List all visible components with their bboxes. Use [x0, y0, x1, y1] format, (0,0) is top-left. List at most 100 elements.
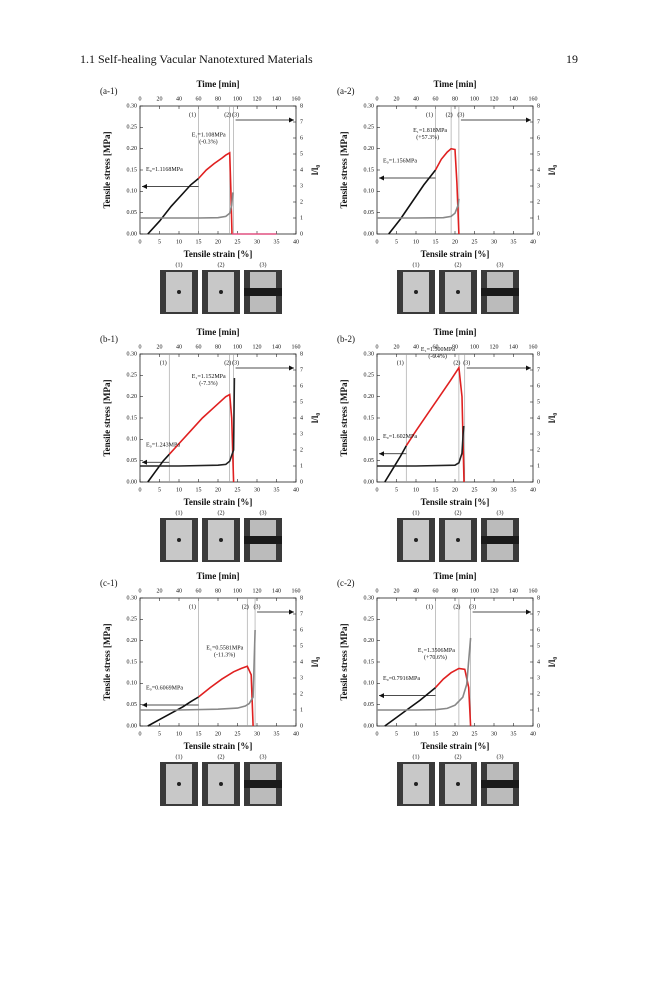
photo-break [244, 780, 282, 788]
x-tick-label: 25 [472, 239, 478, 245]
stage-label: (2) [224, 111, 231, 118]
x2-tick-label: 40 [413, 96, 419, 102]
chart: (a-1) Time [min] Tensile strain [%] Tensile… [100, 79, 320, 314]
x-tick-label: 35 [274, 239, 280, 245]
stage-label: (2) [453, 603, 460, 610]
y-tick-label: 0.30 [127, 595, 138, 601]
section-title: 1.1 Self-healing Vacular Nanotextured Ma… [80, 52, 313, 66]
data-line [434, 667, 472, 727]
x-tick-label: 30 [491, 487, 497, 493]
x2-tick-label: 20 [394, 588, 400, 594]
y2-tick-label: 5 [537, 399, 540, 405]
y2-tick-label: 3 [300, 183, 303, 189]
y-tick-label: 0.05 [127, 458, 138, 464]
y-tick-label: 0.05 [127, 702, 138, 708]
x2-tick-label: 40 [176, 588, 182, 594]
x2-tick-label: 160 [529, 588, 538, 594]
photo-label: (1) [413, 753, 420, 760]
photo-label: (1) [176, 509, 183, 516]
stage-label: (2) [453, 359, 460, 366]
x2-tick-label: 160 [529, 344, 538, 350]
x2-tick-label: 140 [509, 588, 518, 594]
e1-change: (-11.3%) [214, 652, 235, 659]
photo-break [481, 536, 519, 544]
panel-label: (c-2) [337, 578, 355, 588]
x2-tick-label: 100 [233, 96, 242, 102]
y2-axis-label: l/l₀ [547, 657, 557, 668]
arrow-head [526, 365, 531, 371]
y2-tick-label: 4 [537, 167, 540, 173]
x2-tick-label: 100 [470, 96, 479, 102]
x-tick-label: 30 [491, 731, 497, 737]
y2-tick-label: 2 [537, 691, 540, 697]
y2-tick-label: 5 [300, 151, 303, 157]
stage-label: (3) [463, 359, 470, 366]
x-tick-label: 20 [452, 487, 458, 493]
y-tick-label: 0.20 [127, 146, 138, 152]
x2-tick-label: 120 [253, 588, 262, 594]
panel-label: (b-1) [100, 334, 118, 344]
photo-notch [414, 538, 418, 542]
x-tick-label: 15 [433, 239, 439, 245]
x-tick-label: 30 [254, 731, 260, 737]
x2-tick-label: 40 [176, 344, 182, 350]
data-line [377, 425, 465, 467]
y-tick-label: 0.00 [127, 479, 138, 485]
x-tick-label: 35 [511, 731, 517, 737]
e0-annotation: E₀=0.7916MPa [383, 676, 420, 682]
x-tick-label: 15 [433, 487, 439, 493]
data-line [140, 192, 234, 219]
plot-frame [376, 597, 534, 727]
stage-label: (1) [397, 359, 404, 366]
data-line [147, 453, 170, 483]
x2-axis-label: Time [min] [433, 79, 476, 89]
y-axis-label: Tensile stress [MPa] [339, 380, 349, 457]
x2-tick-label: 40 [413, 344, 419, 350]
x2-tick-label: 0 [139, 344, 142, 350]
y2-tick-label: 2 [300, 447, 303, 453]
stage-label: (1) [189, 603, 196, 610]
stage-label: (1) [426, 603, 433, 610]
y-tick-label: 0.25 [127, 125, 138, 131]
y2-tick-label: 0 [537, 723, 540, 729]
x-tick-label: 10 [413, 731, 419, 737]
photo-label: (2) [455, 509, 462, 516]
y2-tick-label: 3 [300, 675, 303, 681]
data-line [384, 445, 408, 483]
x2-tick-label: 0 [376, 96, 379, 102]
x2-tick-label: 60 [433, 96, 439, 102]
y2-tick-label: 4 [300, 415, 303, 421]
y2-tick-label: 4 [300, 167, 303, 173]
x-tick-label: 15 [196, 487, 202, 493]
photo-notch [219, 538, 223, 542]
x-axis-label: Tensile strain [%] [184, 741, 253, 751]
x-tick-label: 40 [293, 731, 299, 737]
y-tick-label: 0.00 [364, 479, 375, 485]
x-tick-label: 35 [274, 731, 280, 737]
y-tick-label: 0.25 [364, 125, 375, 131]
photo-notch [219, 782, 223, 786]
x-tick-label: 15 [433, 731, 439, 737]
y2-tick-label: 1 [300, 707, 303, 713]
x2-tick-label: 140 [272, 344, 281, 350]
x2-tick-label: 0 [139, 588, 142, 594]
y-axis-label: Tensile stress [MPa] [102, 132, 112, 209]
x2-tick-label: 80 [452, 588, 458, 594]
x-axis-label: Tensile strain [%] [421, 497, 490, 507]
e1-change: (+57.3%) [416, 134, 439, 141]
arrow-head [379, 175, 384, 181]
x-tick-label: 25 [235, 731, 241, 737]
x-tick-label: 5 [158, 239, 161, 245]
y-tick-label: 0.15 [127, 659, 138, 665]
y2-tick-label: 6 [537, 627, 540, 633]
y2-tick-label: 1 [300, 463, 303, 469]
y2-axis-label: l/l₀ [547, 165, 557, 176]
y2-tick-label: 8 [300, 351, 303, 357]
x2-tick-label: 120 [253, 96, 262, 102]
x-tick-label: 25 [472, 731, 478, 737]
x-tick-label: 30 [254, 239, 260, 245]
photo-label: (1) [413, 509, 420, 516]
y-tick-label: 0.25 [364, 617, 375, 623]
x2-tick-label: 40 [176, 96, 182, 102]
y2-tick-label: 7 [537, 611, 540, 617]
